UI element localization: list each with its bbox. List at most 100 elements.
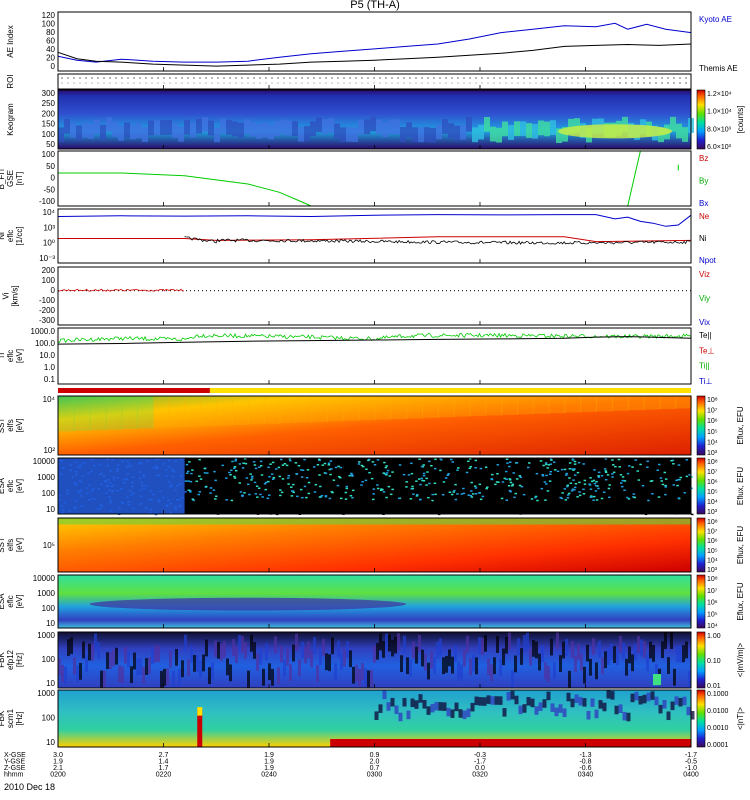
roi-dot: [487, 82, 489, 84]
esa-e-cell: [500, 497, 504, 500]
time-row-1-value-6: -0.5: [685, 759, 697, 766]
esa-e-cell: [60, 504, 64, 507]
esa-e-cell: [647, 499, 650, 502]
esa-e-cell: [529, 509, 532, 511]
panel-ylabel-esa_e-2: [eV]: [15, 479, 24, 493]
fbk2-cell: [494, 696, 499, 705]
keogram-cell: [142, 127, 148, 143]
esa-e-cell: [576, 496, 579, 498]
esa-e-cell: [593, 495, 596, 498]
esa-e-cell: [439, 503, 443, 506]
esa-e-cell: [256, 496, 259, 498]
fbk1-cell: [301, 641, 304, 659]
esa-e-cell: [142, 487, 146, 490]
vi-zero-dot: [406, 290, 407, 292]
fbk1-cell: [190, 645, 193, 663]
fbk1-cell: [214, 640, 217, 658]
roi-dot: [283, 77, 285, 79]
fbk1-cell: [103, 670, 106, 688]
colorbar-esa_i: [696, 574, 706, 629]
esa-e-cell: [254, 467, 258, 470]
esa-e-cell: [234, 469, 238, 472]
ytick-esa_e-2: 100: [42, 489, 56, 498]
vi-zero-dot: [402, 290, 403, 292]
esa-e-cell: [198, 475, 201, 477]
ytick-vi-4: -200: [39, 306, 56, 315]
time-row-0-value-0: 3.0: [53, 752, 63, 759]
esa-e-cell: [344, 510, 348, 512]
esa-e-cell: [116, 470, 119, 472]
esa-e-cell: [417, 478, 421, 480]
esa-e-cell: [419, 483, 422, 486]
esa-e-cell: [540, 487, 544, 490]
esa-e-cell: [550, 459, 553, 461]
esa-e-cell: [428, 460, 431, 463]
esa-e-cell: [675, 479, 678, 482]
keogram-cell: [388, 119, 394, 135]
esa-e-cell: [447, 473, 450, 475]
esa-e-cell: [367, 458, 371, 461]
esa-e-cell: [85, 487, 89, 489]
esa-e-cell: [604, 458, 608, 460]
sst-e-cell: [611, 396, 629, 411]
vi-zero-dot: [498, 290, 499, 292]
cbar-label-esa_e: Eflux, EFU: [736, 467, 745, 505]
fbk1-cell: [439, 638, 442, 656]
fbk1-cell: [265, 643, 268, 661]
roi-dot: [589, 77, 591, 79]
esa-e-cell: [549, 458, 553, 460]
esa-e-cell: [60, 473, 63, 476]
cbar-tick-keogram-2: 8.0×10³: [707, 126, 732, 133]
esa-e-cell: [179, 483, 182, 485]
fbk1-cell: [193, 654, 196, 672]
sst-e-cell: [485, 396, 503, 416]
esa-e-cell: [264, 488, 267, 491]
fbk1-cell: [91, 643, 94, 661]
esa-e-cell: [246, 502, 249, 505]
esa-e-cell: [372, 498, 375, 501]
esa-e-cell: [604, 470, 608, 472]
roi-dot: [421, 77, 423, 79]
roi-dot: [181, 77, 183, 79]
esa-e-cell: [568, 467, 572, 470]
esa-e-cell: [369, 500, 372, 503]
esa-e-cell: [97, 488, 100, 490]
esa-e-cell: [546, 467, 549, 469]
esa-e-cell: [107, 479, 110, 481]
esa-e-cell: [185, 510, 189, 513]
esa-e-cell: [385, 472, 389, 474]
panel-ylabel-esa_i-2: [eV]: [15, 594, 24, 608]
roi-dot: [553, 82, 555, 84]
esa-e-cell: [154, 465, 158, 467]
esa-e-cell: [90, 497, 94, 500]
roi-dot: [577, 82, 579, 84]
esa-e-cell: [233, 467, 236, 470]
roi-dot: [535, 77, 537, 79]
esa-e-cell: [515, 462, 519, 464]
roi-dot: [487, 77, 489, 79]
time-row-3-value-3: 0300: [367, 772, 383, 779]
esa-e-cell: [127, 465, 130, 468]
ytick-bfit-3: -50: [43, 185, 55, 194]
esa-e-cell: [384, 466, 388, 469]
panel-ylabel-ni-2: [1/cc]: [15, 226, 24, 245]
esa-e-cell: [681, 503, 685, 505]
esa-e-cell: [382, 472, 386, 474]
fbk2-cell: [558, 704, 563, 713]
esa-e-cell: [498, 505, 501, 508]
keogram-cell: [100, 124, 106, 140]
fbk1-cell: [82, 641, 85, 659]
roi-dot: [61, 77, 63, 79]
esa-e-cell: [646, 466, 649, 468]
cbar-tick-sst_e-1: 10⁷: [707, 408, 718, 415]
roi-dot: [391, 82, 393, 84]
fbk1-cell: [460, 664, 463, 682]
fbk2-cell: [570, 698, 575, 708]
esa-e-cell: [639, 463, 642, 466]
fbk1-cell: [670, 632, 673, 650]
time-row-1-value-2: 1.9: [264, 759, 274, 766]
roi-dot: [625, 82, 627, 84]
esa-e-cell: [618, 465, 622, 468]
roi-dot: [493, 82, 495, 84]
esa-e-cell: [165, 505, 169, 507]
